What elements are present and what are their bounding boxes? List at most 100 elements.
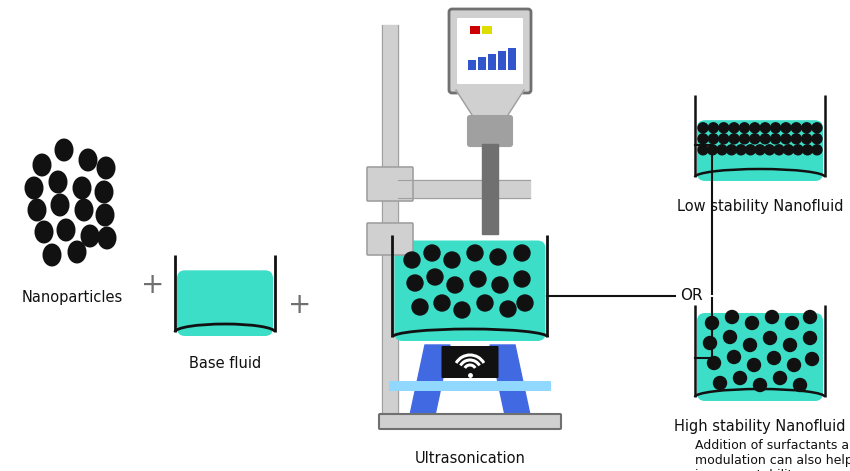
Circle shape <box>802 123 812 133</box>
Circle shape <box>744 339 756 351</box>
Circle shape <box>794 379 807 391</box>
Circle shape <box>723 331 736 343</box>
Circle shape <box>771 134 780 144</box>
FancyBboxPatch shape <box>379 414 561 429</box>
Circle shape <box>434 295 450 311</box>
FancyBboxPatch shape <box>697 313 823 401</box>
Polygon shape <box>398 180 530 198</box>
Circle shape <box>803 332 817 344</box>
Circle shape <box>760 123 770 133</box>
Circle shape <box>812 123 822 133</box>
Circle shape <box>708 123 718 133</box>
Circle shape <box>517 295 533 311</box>
Ellipse shape <box>98 227 116 250</box>
FancyBboxPatch shape <box>441 346 498 378</box>
Circle shape <box>768 351 780 365</box>
Circle shape <box>755 145 765 155</box>
Circle shape <box>763 332 777 344</box>
FancyBboxPatch shape <box>449 9 531 93</box>
Circle shape <box>787 358 801 372</box>
Circle shape <box>490 249 506 265</box>
FancyBboxPatch shape <box>394 241 546 341</box>
Circle shape <box>412 299 428 315</box>
Circle shape <box>492 277 508 293</box>
Text: High stability Nanofluid: High stability Nanofluid <box>674 419 846 434</box>
FancyBboxPatch shape <box>389 381 551 391</box>
Circle shape <box>713 376 727 390</box>
FancyBboxPatch shape <box>177 270 273 336</box>
Ellipse shape <box>32 154 52 177</box>
FancyBboxPatch shape <box>367 167 413 201</box>
Polygon shape <box>490 345 530 415</box>
Circle shape <box>708 134 718 144</box>
Ellipse shape <box>48 171 67 194</box>
Circle shape <box>802 145 813 155</box>
Circle shape <box>514 271 530 287</box>
Circle shape <box>803 310 817 324</box>
Ellipse shape <box>42 244 61 267</box>
Circle shape <box>734 372 746 384</box>
Ellipse shape <box>94 180 114 203</box>
Polygon shape <box>482 144 498 234</box>
Circle shape <box>707 145 717 155</box>
Circle shape <box>729 134 740 144</box>
Circle shape <box>747 358 761 372</box>
FancyBboxPatch shape <box>457 18 523 84</box>
Circle shape <box>740 134 750 144</box>
Circle shape <box>698 134 708 144</box>
FancyBboxPatch shape <box>498 51 506 70</box>
Circle shape <box>753 379 767 391</box>
Text: +: + <box>141 271 165 299</box>
Text: Base fluid: Base fluid <box>189 356 261 371</box>
Circle shape <box>745 145 756 155</box>
Circle shape <box>407 275 423 291</box>
Circle shape <box>454 302 470 318</box>
Circle shape <box>764 145 774 155</box>
Circle shape <box>745 317 758 330</box>
Ellipse shape <box>97 156 116 179</box>
Text: OR: OR <box>680 288 703 303</box>
Ellipse shape <box>81 225 99 247</box>
Ellipse shape <box>95 203 115 227</box>
Ellipse shape <box>35 220 54 244</box>
Circle shape <box>760 134 770 144</box>
Polygon shape <box>456 90 524 118</box>
Circle shape <box>793 145 803 155</box>
Circle shape <box>427 269 443 285</box>
Circle shape <box>785 317 798 330</box>
Ellipse shape <box>27 198 47 221</box>
Circle shape <box>736 145 746 155</box>
Polygon shape <box>410 345 450 415</box>
Circle shape <box>404 252 420 268</box>
Circle shape <box>784 339 796 351</box>
Circle shape <box>500 301 516 317</box>
Ellipse shape <box>56 219 76 242</box>
Circle shape <box>704 336 717 349</box>
Ellipse shape <box>25 177 43 200</box>
Circle shape <box>774 372 786 384</box>
FancyBboxPatch shape <box>508 48 516 70</box>
Circle shape <box>514 245 530 261</box>
Circle shape <box>470 271 486 287</box>
Circle shape <box>784 145 794 155</box>
Circle shape <box>719 123 728 133</box>
Circle shape <box>791 123 802 133</box>
FancyBboxPatch shape <box>468 116 512 146</box>
Circle shape <box>424 245 440 261</box>
Circle shape <box>447 277 463 293</box>
FancyBboxPatch shape <box>478 57 486 70</box>
Ellipse shape <box>78 148 98 171</box>
FancyBboxPatch shape <box>468 60 476 70</box>
Ellipse shape <box>72 177 92 200</box>
Ellipse shape <box>75 198 94 221</box>
Text: Ultrasonication: Ultrasonication <box>415 451 525 466</box>
Circle shape <box>698 123 708 133</box>
Circle shape <box>727 145 736 155</box>
Circle shape <box>719 134 728 144</box>
Circle shape <box>802 134 812 144</box>
Polygon shape <box>382 25 398 420</box>
Circle shape <box>726 310 739 324</box>
FancyBboxPatch shape <box>482 26 492 34</box>
Circle shape <box>812 134 822 144</box>
Circle shape <box>806 352 819 365</box>
